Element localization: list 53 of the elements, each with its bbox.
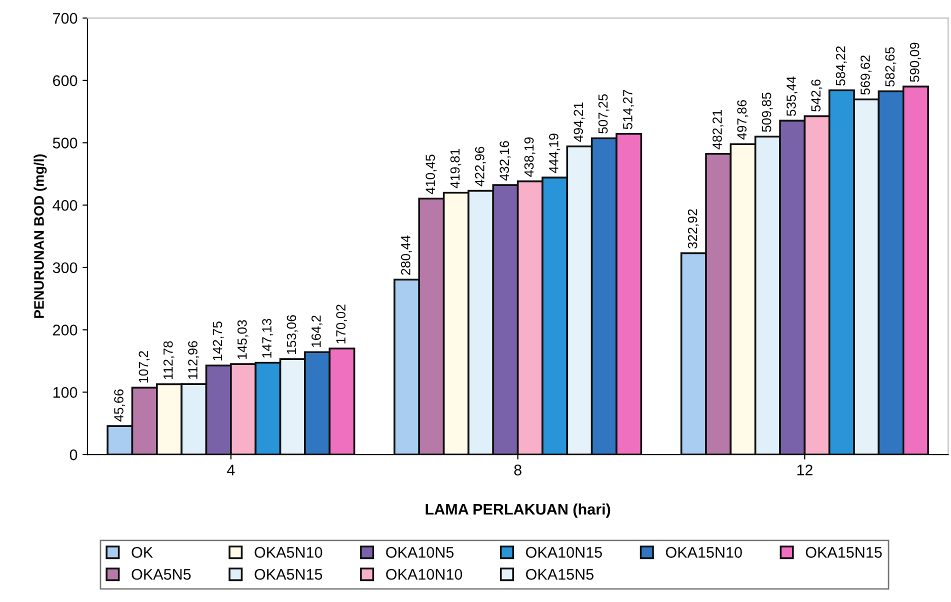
data-label: 170,02 <box>336 304 348 344</box>
data-label: 542,6 <box>811 80 822 112</box>
data-label: 444,19 <box>549 134 560 174</box>
y-tick-label: 500 <box>52 138 78 148</box>
data-label: 482,21 <box>712 110 724 150</box>
y-tick-label: 0 <box>70 449 78 460</box>
y-tick-label: 300 <box>52 262 78 274</box>
data-label: 422,96 <box>475 146 486 186</box>
legend-label: OKA10N15 <box>526 547 602 558</box>
y-tick-label: 600 <box>53 75 78 86</box>
data-label: 507,25 <box>598 94 610 134</box>
data-label: 45,66 <box>114 389 126 422</box>
data-label: 153,06 <box>286 315 298 354</box>
data-label: 590,09 <box>910 42 921 82</box>
data-label: 112,78 <box>163 341 174 380</box>
data-label: 582,65 <box>885 47 896 87</box>
x-axis-title: LAMA PERLAKUAN (hari) <box>426 503 610 518</box>
data-label: 280,44 <box>400 236 412 275</box>
legend-label: OKA15N10 <box>666 547 742 558</box>
legend-label: OKA15N5 <box>526 568 594 580</box>
x-tick-label: 4 <box>227 464 235 476</box>
legend-label: OKA10N10 <box>386 568 462 580</box>
legend-label: OKA10N5 <box>386 547 454 558</box>
data-label: 514,27 <box>623 90 634 130</box>
data-label: 432,16 <box>500 141 511 181</box>
y-tick-label: 400 <box>52 200 78 211</box>
data-label: 497,86 <box>737 100 748 140</box>
x-tick-label: 8 <box>514 464 522 476</box>
legend-label: OK <box>132 547 153 558</box>
data-label: 494,21 <box>574 102 585 142</box>
legend-label: OKA5N5 <box>132 568 191 580</box>
data-label: 322,92 <box>688 209 699 248</box>
y-axis-title: PENURUNAN BOD (mg/l) <box>34 154 47 318</box>
legend-label: OKA5N15 <box>254 568 322 580</box>
data-label: 142,75 <box>212 322 224 360</box>
data-label: 410,45 <box>426 154 437 194</box>
x-tick-label: 12 <box>797 464 812 476</box>
data-label: 509,85 <box>762 92 773 132</box>
data-label: 107,2 <box>138 351 150 382</box>
data-label: 419,81 <box>450 148 462 188</box>
legend-label: OKA5N10 <box>254 547 322 558</box>
y-tick-label: 200 <box>53 324 78 336</box>
data-label: 569,62 <box>860 55 872 95</box>
legend-label: OKA15N15 <box>806 547 882 558</box>
data-label: 438,19 <box>524 137 536 177</box>
data-label: 147,13 <box>262 318 274 358</box>
data-label: 584,22 <box>836 46 847 86</box>
data-label: 535,44 <box>786 76 798 116</box>
data-label: 112,96 <box>188 341 200 379</box>
data-label: 164,2 <box>311 316 322 347</box>
y-tick-label: 100 <box>53 387 78 398</box>
y-tick-label: 700 <box>53 12 78 24</box>
data-label: 145,03 <box>237 320 248 359</box>
